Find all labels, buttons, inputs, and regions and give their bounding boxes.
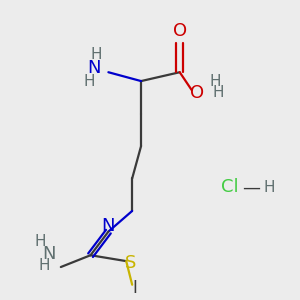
Text: H: H xyxy=(209,74,221,88)
Text: I: I xyxy=(133,279,138,297)
Text: H: H xyxy=(39,258,50,273)
Text: H: H xyxy=(83,74,95,88)
Text: N: N xyxy=(87,59,100,77)
Text: H: H xyxy=(213,85,224,100)
Text: Cl: Cl xyxy=(221,178,239,196)
Text: O: O xyxy=(190,84,205,102)
Text: O: O xyxy=(173,22,187,40)
Text: H: H xyxy=(34,234,46,249)
Text: N: N xyxy=(102,217,115,235)
Text: N: N xyxy=(42,245,56,263)
Text: —: — xyxy=(242,178,260,196)
Text: H: H xyxy=(263,180,275,195)
Text: S: S xyxy=(125,254,136,272)
Text: H: H xyxy=(91,47,102,62)
